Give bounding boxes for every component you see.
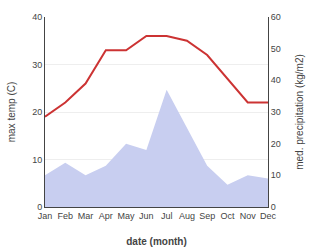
svg-text:Mar: Mar xyxy=(78,211,94,221)
svg-text:10: 10 xyxy=(32,155,42,165)
svg-text:Feb: Feb xyxy=(58,211,74,221)
svg-text:Nov: Nov xyxy=(240,211,257,221)
svg-text:10: 10 xyxy=(271,170,281,180)
svg-text:date (month): date (month) xyxy=(126,236,187,247)
svg-text:60: 60 xyxy=(271,12,281,22)
svg-text:Jun: Jun xyxy=(139,211,154,221)
svg-text:40: 40 xyxy=(271,75,281,85)
svg-text:Dec: Dec xyxy=(260,211,277,221)
svg-text:30: 30 xyxy=(271,107,281,117)
svg-text:max temp (C): max temp (C) xyxy=(6,82,17,143)
svg-text:Sep: Sep xyxy=(199,211,215,221)
svg-text:Aug: Aug xyxy=(179,211,195,221)
svg-text:20: 20 xyxy=(271,139,281,149)
svg-text:Jan: Jan xyxy=(38,211,53,221)
svg-text:May: May xyxy=(118,211,136,221)
svg-text:40: 40 xyxy=(32,12,42,22)
svg-text:Oct: Oct xyxy=(220,211,235,221)
svg-text:30: 30 xyxy=(32,60,42,70)
svg-text:med. precipitation (kg/m2): med. precipitation (kg/m2) xyxy=(294,54,305,170)
svg-text:50: 50 xyxy=(271,44,281,54)
svg-text:0: 0 xyxy=(37,202,42,212)
svg-text:0: 0 xyxy=(271,202,276,212)
svg-text:Jul: Jul xyxy=(161,211,173,221)
svg-text:20: 20 xyxy=(32,107,42,117)
svg-text:Apr: Apr xyxy=(99,211,113,221)
